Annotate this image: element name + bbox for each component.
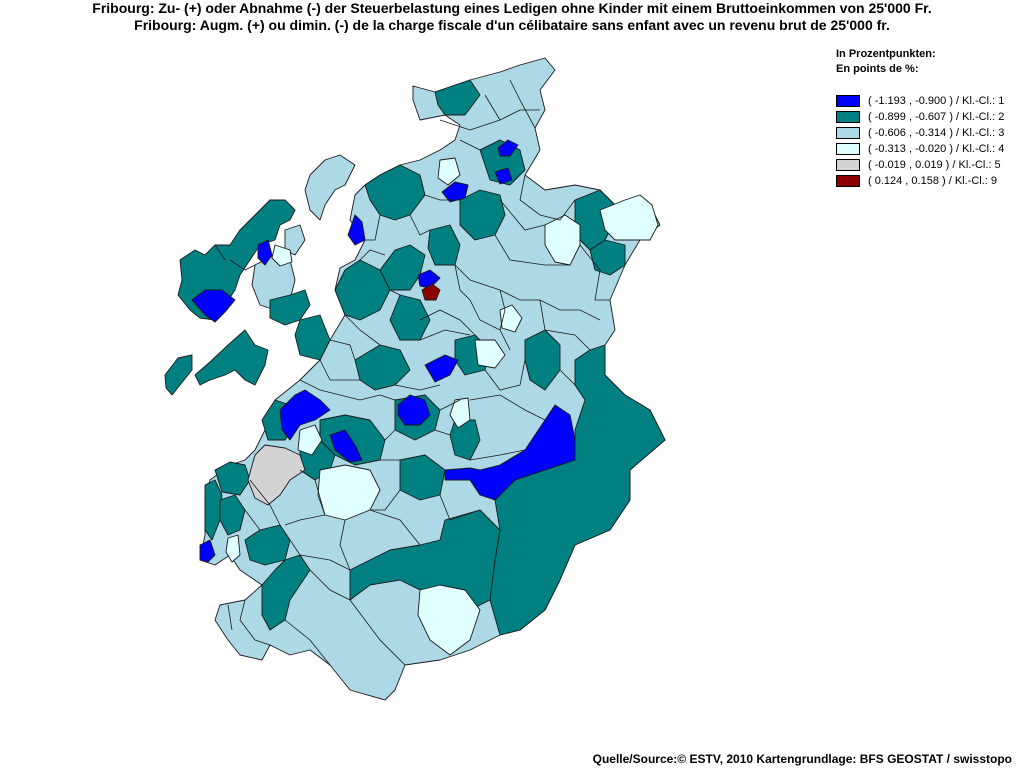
municipal-borders: [214, 79, 610, 666]
legend-swatch: [836, 175, 860, 187]
source-credit: Quelle/Source:© ESTV, 2010 Kartengrundla…: [592, 752, 1012, 766]
municipality-region: [544, 214, 581, 266]
legend: In Prozentpunkten: En points de %: ( -1.…: [836, 47, 1004, 189]
municipality-region: [194, 329, 269, 386]
municipality-region: [225, 534, 241, 563]
legend-rows: ( -1.193 , -0.900 ) / Kl.-Cl.: 1 ( -0.89…: [836, 93, 1004, 189]
municipality-region: [421, 283, 441, 301]
municipality-region: [199, 539, 216, 563]
municipality-region: [247, 444, 306, 506]
legend-swatch: [836, 95, 860, 107]
legend-row: ( -1.193 , -0.900 ) / Kl.-Cl.: 1: [836, 93, 1004, 109]
municipality-region: [297, 424, 323, 456]
municipality-region: [261, 554, 311, 631]
municipality-region: [257, 239, 273, 266]
municipality-region: [589, 239, 626, 276]
legend-label: ( -0.313 , -0.020 ) / Kl.-Cl.: 4: [868, 143, 1005, 155]
legend-swatch: [836, 127, 860, 139]
legend-label: ( -0.019 , 0.019 ) / Kl.-Cl.: 5: [868, 159, 1001, 171]
map-title-german: Fribourg: Zu- (+) oder Abnahme (-) der S…: [92, 0, 932, 16]
municipality-region: [397, 394, 431, 426]
legend-heading-german: In Prozentpunkten:: [836, 48, 936, 60]
class-2-municipalities: [204, 79, 666, 636]
municipality-region: [497, 139, 519, 157]
municipality-region: [354, 344, 411, 391]
municipality-region: [437, 157, 461, 186]
municipality-region: [364, 164, 426, 221]
municipality-region: [349, 509, 501, 611]
municipality-region: [494, 167, 513, 185]
legend-swatch: [836, 159, 860, 171]
class-4-municipalities: [225, 157, 659, 656]
municipality-region: [347, 214, 366, 246]
class-9-municipalities: [421, 283, 441, 301]
municipality-region: [269, 289, 311, 326]
class-1-municipalities: [191, 139, 576, 563]
municipality-region: [219, 494, 246, 536]
municipality-region: [244, 524, 291, 566]
legend-row: ( -0.606 , -0.314 ) / Kl.-Cl.: 3: [836, 125, 1004, 141]
legend-swatch: [836, 143, 860, 155]
class-5-municipalities: [247, 444, 306, 506]
legend-heading-french: En points de %:: [836, 63, 919, 75]
municipality-region: [434, 79, 481, 116]
municipality-region: [304, 154, 356, 221]
municipality-region: [379, 244, 426, 291]
municipality-region: [271, 244, 293, 267]
municipality-region: [599, 194, 659, 241]
legend-label: ( -0.899 , -0.607 ) / Kl.-Cl.: 2: [868, 111, 1005, 123]
municipality-region: [459, 189, 506, 241]
municipality-region: [474, 339, 506, 369]
municipality-region: [524, 329, 561, 391]
municipality-region: [499, 304, 523, 333]
municipality-region: [444, 404, 576, 501]
municipality-region: [284, 224, 306, 256]
municipality-region: [449, 397, 471, 429]
municipality-region: [191, 289, 236, 323]
map-title-french: Fribourg: Augm. (+) ou dimin. (-) de la …: [134, 17, 890, 33]
legend-row: ( -0.019 , 0.019 ) / Kl.-Cl.: 5: [836, 157, 1004, 173]
legend-label: ( 0.124 , 0.158 ) / Kl.-Cl.: 9: [868, 175, 998, 187]
legend-label: ( -1.193 , -0.900 ) / Kl.-Cl.: 1: [868, 95, 1005, 107]
municipality-region: [164, 354, 193, 396]
municipality-region: [417, 269, 441, 289]
municipality-region: [329, 429, 363, 463]
legend-label: ( -0.606 , -0.314 ) / Kl.-Cl.: 3: [868, 127, 1005, 139]
municipality-region: [417, 584, 481, 656]
municipality-region: [279, 389, 331, 441]
municipality-region: [424, 354, 459, 383]
legend-row: ( -0.313 , -0.020 ) / Kl.-Cl.: 4: [836, 141, 1004, 157]
legend-row: ( 0.124 , 0.158 ) / Kl.-Cl.: 9: [836, 173, 1004, 189]
legend-row: ( -0.899 , -0.607 ) / Kl.-Cl.: 2: [836, 109, 1004, 125]
legend-swatch: [836, 111, 860, 123]
